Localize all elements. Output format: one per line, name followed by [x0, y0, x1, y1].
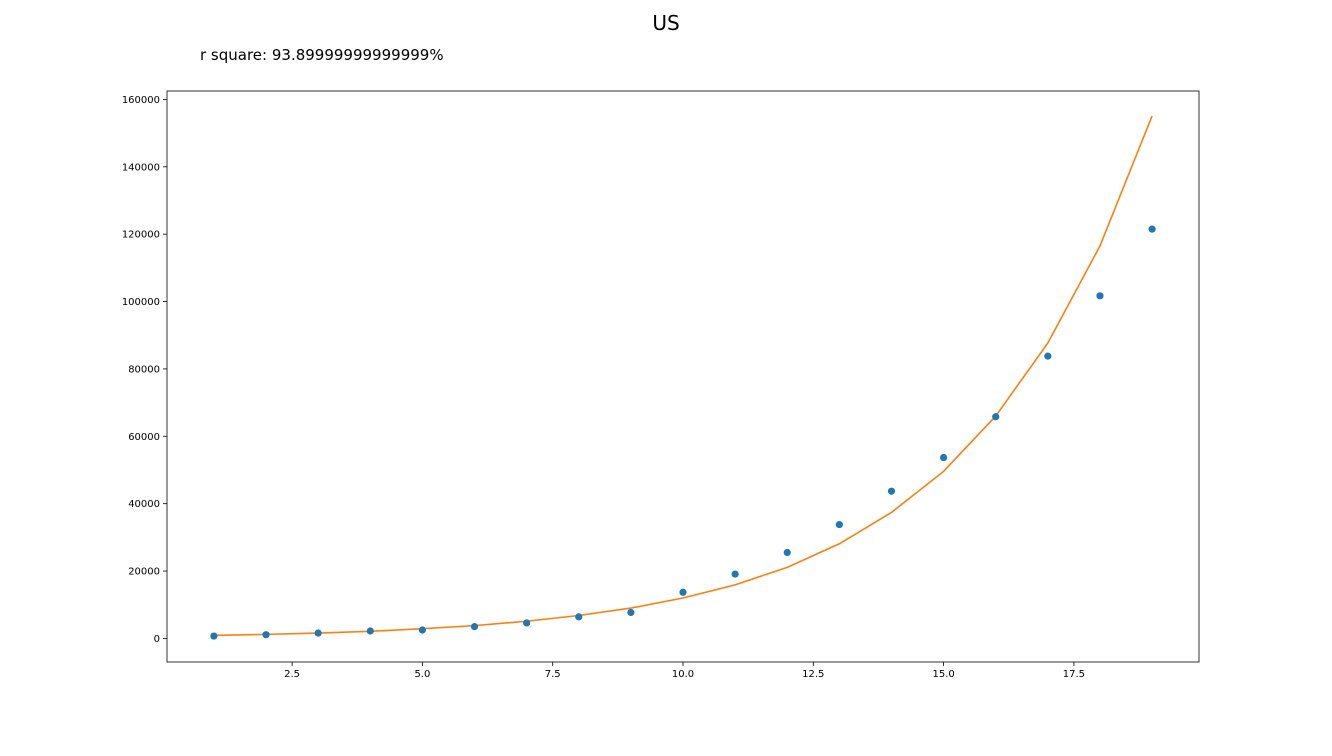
y-axis: 0 20000 40000 60000 80000 100000 120000 140000 1…: [122, 95, 167, 645]
y-tick-label: 140000: [122, 162, 160, 173]
scatter-point: [1148, 225, 1156, 233]
axes-frame: [166, 90, 1200, 663]
y-tick-label: 80000: [128, 364, 160, 375]
scatter-point: [940, 453, 948, 462]
scatter-point: [210, 632, 218, 640]
scatter-point: [783, 548, 791, 557]
y-tick-label: 120000: [122, 230, 160, 241]
x-tick-label: 12.5: [802, 669, 824, 680]
y-tick-label: 100000: [122, 297, 160, 308]
scatter-points-layer: [210, 225, 1156, 640]
scatter-point: [262, 631, 270, 639]
chart-title: US: [652, 11, 679, 35]
r-square-annotation: r square: 93.89999999999999%: [200, 46, 444, 64]
x-tick-label: 17.5: [1063, 669, 1085, 680]
scatter-point: [835, 520, 843, 529]
scatter-point: [731, 570, 739, 578]
y-tick-label: 20000: [128, 567, 160, 578]
x-axis: 2.5 5.0 7.5 10.0 12.5 15.0 17.5: [284, 662, 1085, 680]
scatter-point: [887, 487, 896, 495]
scatter-point: [575, 613, 583, 621]
plot-area: [210, 115, 1156, 640]
x-tick-label: 15.0: [932, 669, 954, 680]
scatter-point: [992, 413, 1000, 421]
scatter-point: [314, 629, 322, 637]
y-tick-label: 160000: [122, 95, 160, 106]
scatter-point: [523, 619, 531, 627]
scatter-point: [366, 627, 374, 635]
y-tick-label: 40000: [128, 499, 160, 510]
scatter-point: [679, 588, 687, 596]
x-tick-label: 5.0: [414, 669, 430, 680]
x-tick-label: 7.5: [545, 669, 561, 680]
x-tick-label: 2.5: [284, 669, 300, 680]
scatter-point: [470, 623, 479, 631]
scatter-point: [627, 608, 635, 617]
scatter-point: [1096, 292, 1104, 300]
scatter-point: [1044, 352, 1052, 360]
y-tick-label: 60000: [128, 432, 160, 443]
x-tick-label: 10.0: [672, 669, 694, 680]
scatter-point: [418, 626, 426, 634]
y-tick-label: 0: [154, 634, 160, 645]
